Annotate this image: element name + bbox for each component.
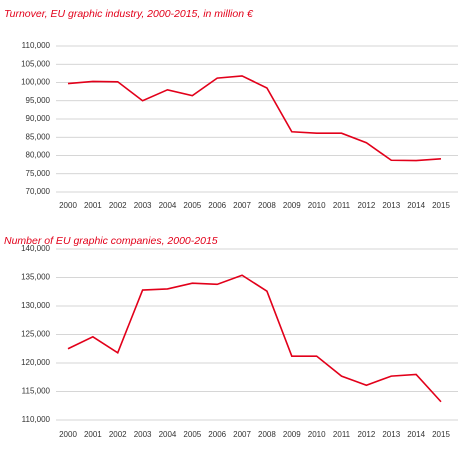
- y-tick-label: 140,000: [21, 244, 50, 253]
- chart-title: Turnover, EU graphic industry, 2000-2015…: [4, 8, 254, 20]
- y-tick-label: 135,000: [21, 273, 50, 282]
- y-tick-label: 105,000: [21, 59, 50, 68]
- x-tick-label: 2003: [134, 201, 152, 210]
- x-tick-label: 2008: [258, 201, 276, 210]
- x-tick-label: 2007: [233, 430, 251, 439]
- y-tick-label: 85,000: [26, 132, 51, 141]
- x-tick-label: 2008: [258, 430, 276, 439]
- y-tick-label: 75,000: [26, 169, 51, 178]
- x-tick-label: 2011: [333, 201, 351, 210]
- x-tick-label: 2002: [109, 201, 127, 210]
- x-tick-label: 2014: [407, 201, 425, 210]
- x-tick-label: 2014: [407, 430, 425, 439]
- chart-title: Number of EU graphic companies, 2000-201…: [4, 235, 218, 247]
- y-tick-label: 100,000: [21, 78, 50, 87]
- y-tick-label: 110,000: [22, 41, 51, 50]
- x-tick-label: 2013: [382, 201, 400, 210]
- y-tick-label: 125,000: [21, 330, 50, 339]
- x-tick-label: 2013: [382, 430, 400, 439]
- x-tick-label: 2007: [233, 201, 251, 210]
- x-tick-label: 2005: [183, 201, 201, 210]
- x-tick-label: 2009: [283, 430, 301, 439]
- y-tick-label: 120,000: [21, 358, 50, 367]
- y-tick-label: 115,000: [22, 387, 51, 396]
- y-tick-label: 130,000: [21, 301, 50, 310]
- x-tick-label: 2003: [134, 430, 152, 439]
- x-tick-label: 2000: [59, 201, 77, 210]
- x-tick-label: 2012: [358, 201, 376, 210]
- x-tick-label: 2010: [308, 201, 326, 210]
- y-tick-label: 110,000: [22, 415, 51, 424]
- x-tick-label: 2015: [432, 201, 450, 210]
- x-tick-label: 2010: [308, 430, 326, 439]
- data-line: [67, 274, 442, 403]
- x-tick-label: 2009: [283, 201, 301, 210]
- x-tick-label: 2012: [358, 430, 376, 439]
- x-tick-label: 2006: [208, 201, 226, 210]
- x-tick-label: 2015: [432, 430, 450, 439]
- x-tick-label: 2002: [109, 430, 127, 439]
- x-tick-label: 2005: [183, 430, 201, 439]
- y-tick-label: 70,000: [26, 187, 51, 196]
- x-tick-label: 2001: [84, 201, 102, 210]
- data-line: [67, 75, 442, 162]
- x-tick-label: 2004: [159, 430, 177, 439]
- x-tick-label: 2001: [84, 430, 102, 439]
- x-tick-label: 2000: [59, 430, 77, 439]
- y-tick-label: 80,000: [26, 151, 51, 160]
- x-tick-label: 2004: [159, 201, 177, 210]
- x-tick-label: 2006: [208, 430, 226, 439]
- y-tick-label: 95,000: [26, 96, 51, 105]
- y-tick-label: 90,000: [26, 114, 51, 123]
- x-tick-label: 2011: [333, 430, 351, 439]
